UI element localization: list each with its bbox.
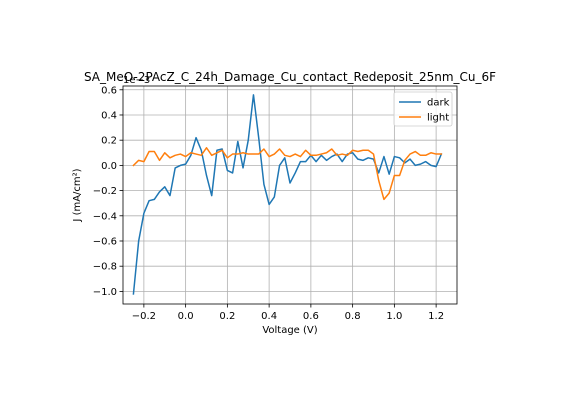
x-axis-ticks: −0.2 0.0 0.2 0.4 0.6 0.8 1.0 1.2 xyxy=(132,304,444,322)
x-tick-label: 0.6 xyxy=(303,311,319,322)
x-tick-label: 0.4 xyxy=(261,311,277,322)
y-tick-label: −0.2 xyxy=(93,186,117,197)
series-lines xyxy=(132,94,443,295)
x-axis-label: Voltage (V) xyxy=(262,325,317,336)
y-axis-label: J (mA/cm²) xyxy=(72,168,83,222)
y-tick-label: −0.6 xyxy=(93,236,117,247)
series-line-dark xyxy=(132,94,443,295)
legend: dark light xyxy=(393,91,453,127)
grid xyxy=(123,86,457,304)
x-tick-label: 1.0 xyxy=(386,311,402,322)
y-tick-label: −0.4 xyxy=(93,211,117,222)
x-tick-label: −0.2 xyxy=(132,311,156,322)
y-axis-ticks: −1.0 −0.8 −0.6 −0.4 −0.2 0.0 0.2 0.4 0.6 xyxy=(93,85,123,298)
x-tick-label: 0.8 xyxy=(345,311,361,322)
legend-label-dark: dark xyxy=(427,98,450,109)
y-tick-label: 0.4 xyxy=(101,110,117,121)
offset-text: 1e−3 xyxy=(123,75,150,86)
y-tick-label: −0.8 xyxy=(93,262,117,273)
plot-frame xyxy=(122,85,458,305)
y-tick-label: 0.2 xyxy=(101,136,117,147)
legend-label-light: light xyxy=(427,113,449,124)
x-tick-label: 1.2 xyxy=(428,311,444,322)
series-line-light xyxy=(132,147,443,201)
y-tick-label: 0.0 xyxy=(101,161,117,172)
y-tick-label: 0.6 xyxy=(101,85,117,96)
x-tick-label: 0.0 xyxy=(178,311,194,322)
y-tick-label: −1.0 xyxy=(93,287,117,298)
chart-title: SA_MeO-2PAcZ_C_24h_Damage_Cu_contact_Red… xyxy=(84,70,496,84)
x-tick-label: 0.2 xyxy=(219,311,235,322)
